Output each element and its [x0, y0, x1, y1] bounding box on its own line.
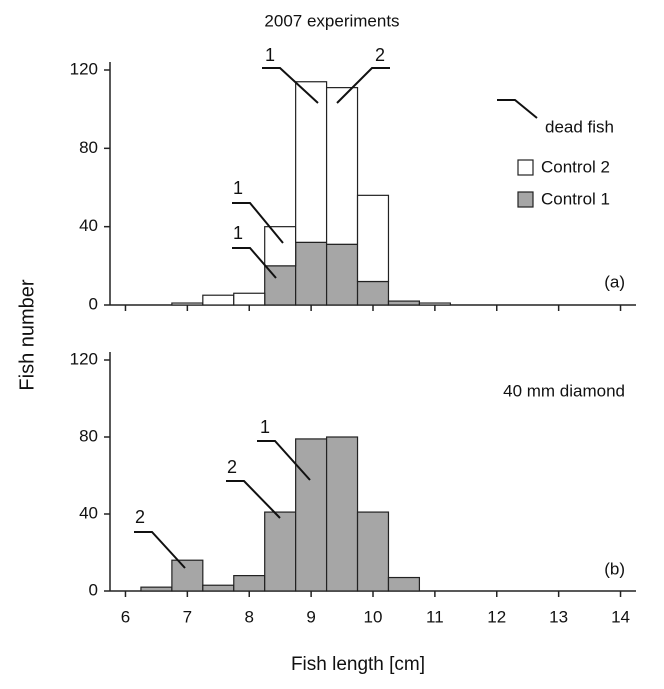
- legend-label: Control 1: [541, 189, 610, 208]
- bar: [356, 511, 390, 592]
- bar: [171, 559, 204, 592]
- y-axis-label: Fish number: [16, 279, 38, 390]
- bar: [387, 300, 421, 306]
- bar: [295, 81, 328, 243]
- annotation: 1: [265, 45, 275, 65]
- annotation-line: [262, 67, 319, 104]
- y-tick-label: 0: [89, 294, 98, 313]
- y-tick-label: 0: [89, 580, 98, 599]
- bar: [356, 194, 390, 283]
- annotation-line: [226, 480, 281, 519]
- bar: [325, 87, 359, 245]
- x-tick-label: 11: [426, 607, 444, 626]
- x-tick-label: 10: [364, 607, 383, 626]
- legend-label: dead fish: [545, 117, 614, 136]
- legend-label: Control 2: [541, 157, 610, 176]
- y-tick-label: 80: [79, 426, 98, 445]
- annotation: 2: [227, 457, 237, 477]
- panel-subtitle: 40 mm diamond: [503, 381, 625, 400]
- annotation-line: [232, 247, 277, 279]
- x-tick-label: 9: [306, 607, 315, 626]
- annotation-line: [232, 202, 284, 244]
- legend-swatch: [517, 191, 534, 208]
- annotation: 1: [260, 417, 270, 437]
- annotation: 1: [233, 178, 243, 198]
- bar: [325, 243, 359, 306]
- annotation-line: [336, 67, 390, 104]
- annotation: 2: [375, 45, 385, 65]
- bar: [295, 438, 328, 592]
- bar: [233, 292, 266, 306]
- x-tick-label: 12: [487, 607, 506, 626]
- panel-label: (b): [604, 559, 625, 578]
- legend-marker: [497, 99, 538, 119]
- annotation-line: [257, 440, 311, 481]
- bar: [202, 584, 235, 592]
- annotation: 2: [135, 507, 145, 527]
- legend-swatch: [517, 159, 534, 176]
- y-tick-label: 120: [70, 59, 98, 78]
- x-tick-label: 13: [549, 607, 568, 626]
- x-tick-label: 7: [183, 607, 192, 626]
- y-tick-label: 40: [79, 503, 98, 522]
- y-tick-label: 120: [70, 349, 98, 368]
- bar: [295, 241, 328, 306]
- bar: [171, 302, 204, 306]
- bar: [387, 576, 421, 592]
- x-axis-label: Fish length [cm]: [291, 654, 425, 675]
- x-tick-label: 6: [121, 607, 130, 626]
- annotation: 1: [233, 223, 243, 243]
- y-tick-label: 40: [79, 216, 98, 235]
- x-tick-label: 14: [611, 607, 630, 626]
- x-tick-label: 8: [245, 607, 254, 626]
- chart-title: 2007 experiments: [264, 11, 399, 30]
- bar: [140, 586, 173, 592]
- y-tick-label: 80: [79, 138, 98, 157]
- bar: [325, 436, 359, 592]
- bar: [356, 280, 390, 306]
- bar: [233, 574, 266, 592]
- annotation-line: [134, 531, 186, 569]
- panel-label: (a): [604, 272, 625, 291]
- bar: [202, 294, 235, 306]
- bar: [264, 226, 297, 267]
- bar: [264, 511, 297, 592]
- bar: [418, 302, 451, 306]
